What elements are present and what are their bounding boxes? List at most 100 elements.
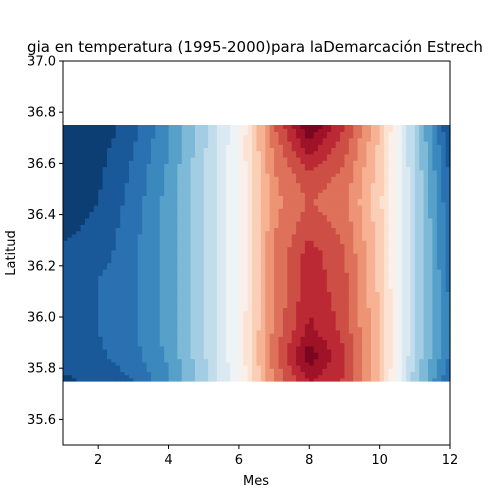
contour-cell (247, 262, 253, 267)
contour-cell (357, 208, 363, 212)
contour-cell (63, 214, 68, 219)
contour-cell (397, 336, 403, 340)
contour-cell (366, 221, 372, 225)
contour-cell (348, 333, 354, 337)
contour-cell (256, 326, 262, 331)
contour-cell (318, 294, 324, 299)
contour-cell (392, 272, 398, 276)
contour-cell (366, 365, 372, 369)
contour-cell (111, 243, 117, 248)
contour-cell (84, 262, 90, 267)
contour-cell (357, 214, 363, 219)
contour-cell (84, 205, 90, 209)
contour-cell (234, 198, 240, 203)
contour-cell (428, 217, 434, 222)
contour-cell (67, 371, 73, 376)
contour-cell (274, 211, 280, 216)
contour-cell (269, 265, 275, 270)
contour-cell (172, 349, 178, 353)
contour-cell (159, 317, 165, 321)
contour-cell (362, 352, 368, 356)
contour-cell (340, 288, 346, 292)
contour-cell (265, 371, 271, 376)
contour-cell (428, 208, 434, 212)
contour-cell (67, 221, 73, 225)
contour-cell (428, 310, 434, 315)
contour-cell (445, 329, 451, 334)
contour-cell (115, 291, 121, 296)
contour-cell (98, 198, 104, 203)
contour-cell (115, 262, 121, 267)
contour-cell (304, 269, 310, 273)
contour-cell (441, 240, 447, 244)
contour-cell (84, 278, 90, 283)
contour-cell (428, 237, 434, 241)
contour-cell (186, 285, 192, 289)
contour-cell (137, 262, 143, 267)
contour-cell (296, 272, 302, 276)
contour-cell (89, 205, 95, 209)
contour-cell (168, 349, 174, 353)
contour-cell (225, 297, 231, 302)
contour-cell (428, 230, 434, 235)
contour-cell (203, 265, 209, 270)
contour-cell (414, 294, 420, 299)
contour-cell (313, 307, 319, 312)
contour-cell (401, 237, 407, 241)
contour-cell (269, 281, 275, 286)
contour-cell (208, 352, 214, 356)
contour-cell (392, 240, 398, 244)
contour-cell (313, 259, 319, 264)
contour-cell (414, 329, 420, 334)
contour-cell (296, 288, 302, 292)
contour-cell (410, 233, 416, 238)
contour-cell (155, 256, 161, 260)
contour-cell (164, 240, 170, 244)
contour-cell (366, 214, 372, 219)
contour-cell (287, 233, 293, 238)
contour-cell (269, 355, 275, 360)
contour-cell (265, 301, 271, 305)
contour-cell (296, 201, 302, 206)
contour-cell (177, 246, 183, 251)
contour-cell (436, 323, 442, 328)
contour-cell (133, 227, 139, 232)
contour-cell (168, 237, 174, 241)
contour-cell (269, 221, 275, 225)
contour-cell (410, 281, 416, 286)
contour-cell (309, 205, 315, 209)
contour-cell (111, 272, 117, 276)
contour-cell (89, 313, 95, 318)
contour-cell (243, 368, 249, 372)
contour-cell (423, 256, 429, 260)
contour-cell (212, 227, 218, 232)
contour-cell (397, 323, 403, 328)
contour-cell (71, 294, 77, 299)
contour-cell (410, 246, 416, 251)
contour-cell (419, 352, 425, 356)
contour-cell (71, 208, 77, 212)
contour-cell (348, 249, 354, 254)
contour-cell (410, 265, 416, 270)
contour-cell (63, 272, 68, 276)
contour-cell (124, 371, 130, 376)
contour-cell (379, 278, 385, 283)
contour-cell (63, 217, 68, 222)
contour-cell (221, 310, 227, 315)
contour-cell (441, 294, 447, 299)
contour-cell (216, 224, 222, 228)
contour-cell (76, 349, 82, 353)
contour-cell (296, 237, 302, 241)
contour-cell (331, 208, 337, 212)
contour-cell (128, 352, 134, 356)
contour-cell (432, 301, 438, 305)
contour-cell (296, 333, 302, 337)
contour-cell (71, 288, 77, 292)
contour-cell (216, 240, 222, 244)
contour-cell (436, 285, 442, 289)
contour-cell (124, 217, 130, 222)
contour-cell (63, 326, 68, 331)
contour-cell (414, 253, 420, 257)
contour-cell (238, 217, 244, 222)
contour-cell (384, 342, 390, 347)
